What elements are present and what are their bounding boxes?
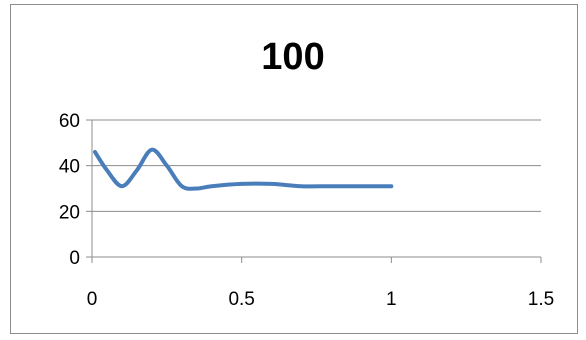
y-tick-label-0: 0 — [69, 248, 80, 269]
chart-title: 100 — [261, 36, 325, 78]
x-tick-labels: 0 0.5 1 1.5 — [87, 289, 555, 310]
axes — [86, 119, 542, 263]
series-group — [92, 147, 394, 191]
y-tick-label-40: 40 — [59, 157, 80, 178]
x-tick-label-0: 0 — [87, 289, 98, 310]
gridlines — [92, 119, 541, 212]
x-tick-label-3: 1.5 — [528, 289, 554, 310]
x-tick-label-1: 0.5 — [228, 289, 254, 310]
y-tick-label-20: 20 — [59, 202, 80, 223]
x-tick-label-2: 1 — [386, 289, 397, 310]
y-tick-label-60: 60 — [59, 111, 80, 132]
series-line-0 — [92, 147, 394, 191]
y-tick-labels: 0 20 40 60 — [59, 111, 80, 269]
